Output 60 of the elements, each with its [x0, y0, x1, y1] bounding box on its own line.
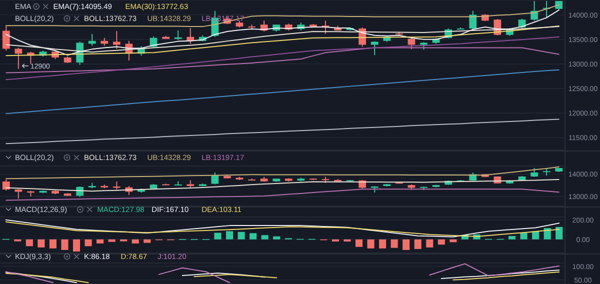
bar — [261, 235, 268, 240]
bar — [390, 239, 398, 248]
bar — [414, 239, 422, 250]
candlestick — [113, 30, 120, 49]
bar — [49, 239, 56, 248]
candlestick — [100, 184, 108, 188]
line-series — [6, 69, 560, 114]
bar — [355, 239, 363, 247]
line-series — [6, 118, 560, 144]
line-series — [6, 10, 560, 56]
candlestick — [88, 182, 96, 188]
line-series — [6, 47, 560, 74]
bar — [38, 239, 45, 248]
bar — [250, 233, 257, 240]
bar — [402, 239, 410, 250]
line-series — [6, 166, 560, 180]
candlestick — [432, 184, 440, 188]
bar — [132, 239, 139, 244]
bar — [226, 231, 234, 240]
bar — [379, 239, 386, 248]
bar — [144, 239, 151, 243]
candlestick — [272, 178, 280, 182]
line-series — [6, 36, 560, 80]
bar — [344, 239, 351, 242]
bar — [238, 232, 245, 240]
bar — [556, 226, 563, 240]
candlestick — [198, 184, 206, 186]
bar — [544, 228, 551, 240]
bar — [508, 236, 516, 240]
candlestick — [174, 30, 182, 40]
candlestick — [284, 178, 292, 182]
line-series — [6, 179, 560, 192]
candlestick — [174, 181, 182, 186]
bar — [96, 239, 104, 244]
bar — [108, 239, 116, 242]
candlestick — [88, 34, 96, 46]
line-series — [6, 4, 560, 28]
bar — [273, 236, 280, 240]
candlestick — [370, 41, 378, 56]
bar — [72, 239, 80, 252]
candlestick — [64, 193, 72, 196]
bar — [84, 239, 92, 246]
bar — [438, 239, 445, 245]
candlestick — [297, 178, 305, 182]
bar — [214, 232, 222, 240]
bar — [332, 239, 339, 242]
candlestick — [14, 189, 22, 199]
bar — [520, 232, 528, 240]
bar — [61, 239, 68, 250]
candlestick — [100, 38, 108, 46]
line-series — [6, 188, 560, 201]
bar — [367, 239, 374, 248]
bar — [426, 239, 434, 248]
candlestick — [186, 180, 194, 188]
candlestick — [248, 24, 256, 29]
candlestick — [260, 176, 268, 182]
bar — [26, 239, 33, 246]
candlestick — [113, 182, 120, 190]
candlestick — [162, 36, 170, 39]
candlestick — [396, 32, 403, 35]
